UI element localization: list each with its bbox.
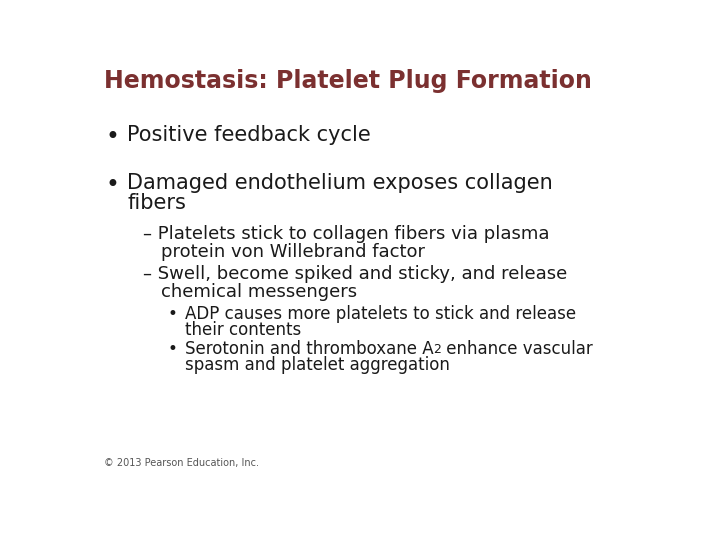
Text: enhance vascular: enhance vascular [441,340,593,357]
Text: – Platelets stick to collagen fibers via plasma: – Platelets stick to collagen fibers via… [143,225,549,243]
Text: Damaged endothelium exposes collagen: Damaged endothelium exposes collagen [127,173,553,193]
Text: spasm and platelet aggregation: spasm and platelet aggregation [184,356,449,374]
Text: fibers: fibers [127,193,186,213]
Text: chemical messengers: chemical messengers [161,284,357,301]
Text: Serotonin and thromboxane A: Serotonin and thromboxane A [184,340,433,357]
Text: •: • [106,125,120,149]
Text: © 2013 Pearson Education, Inc.: © 2013 Pearson Education, Inc. [104,458,259,468]
Text: their contents: their contents [184,321,301,339]
Text: Hemostasis: Platelet Plug Formation: Hemostasis: Platelet Plug Formation [104,69,592,93]
Text: •: • [106,173,120,197]
Text: 2: 2 [433,343,441,356]
Text: – Swell, become spiked and sticky, and release: – Swell, become spiked and sticky, and r… [143,265,567,283]
Text: •: • [168,340,177,357]
Text: ADP causes more platelets to stick and release: ADP causes more platelets to stick and r… [184,305,576,323]
Text: protein von Willebrand factor: protein von Willebrand factor [161,244,426,261]
Text: Positive feedback cycle: Positive feedback cycle [127,125,371,145]
Text: •: • [168,305,177,323]
